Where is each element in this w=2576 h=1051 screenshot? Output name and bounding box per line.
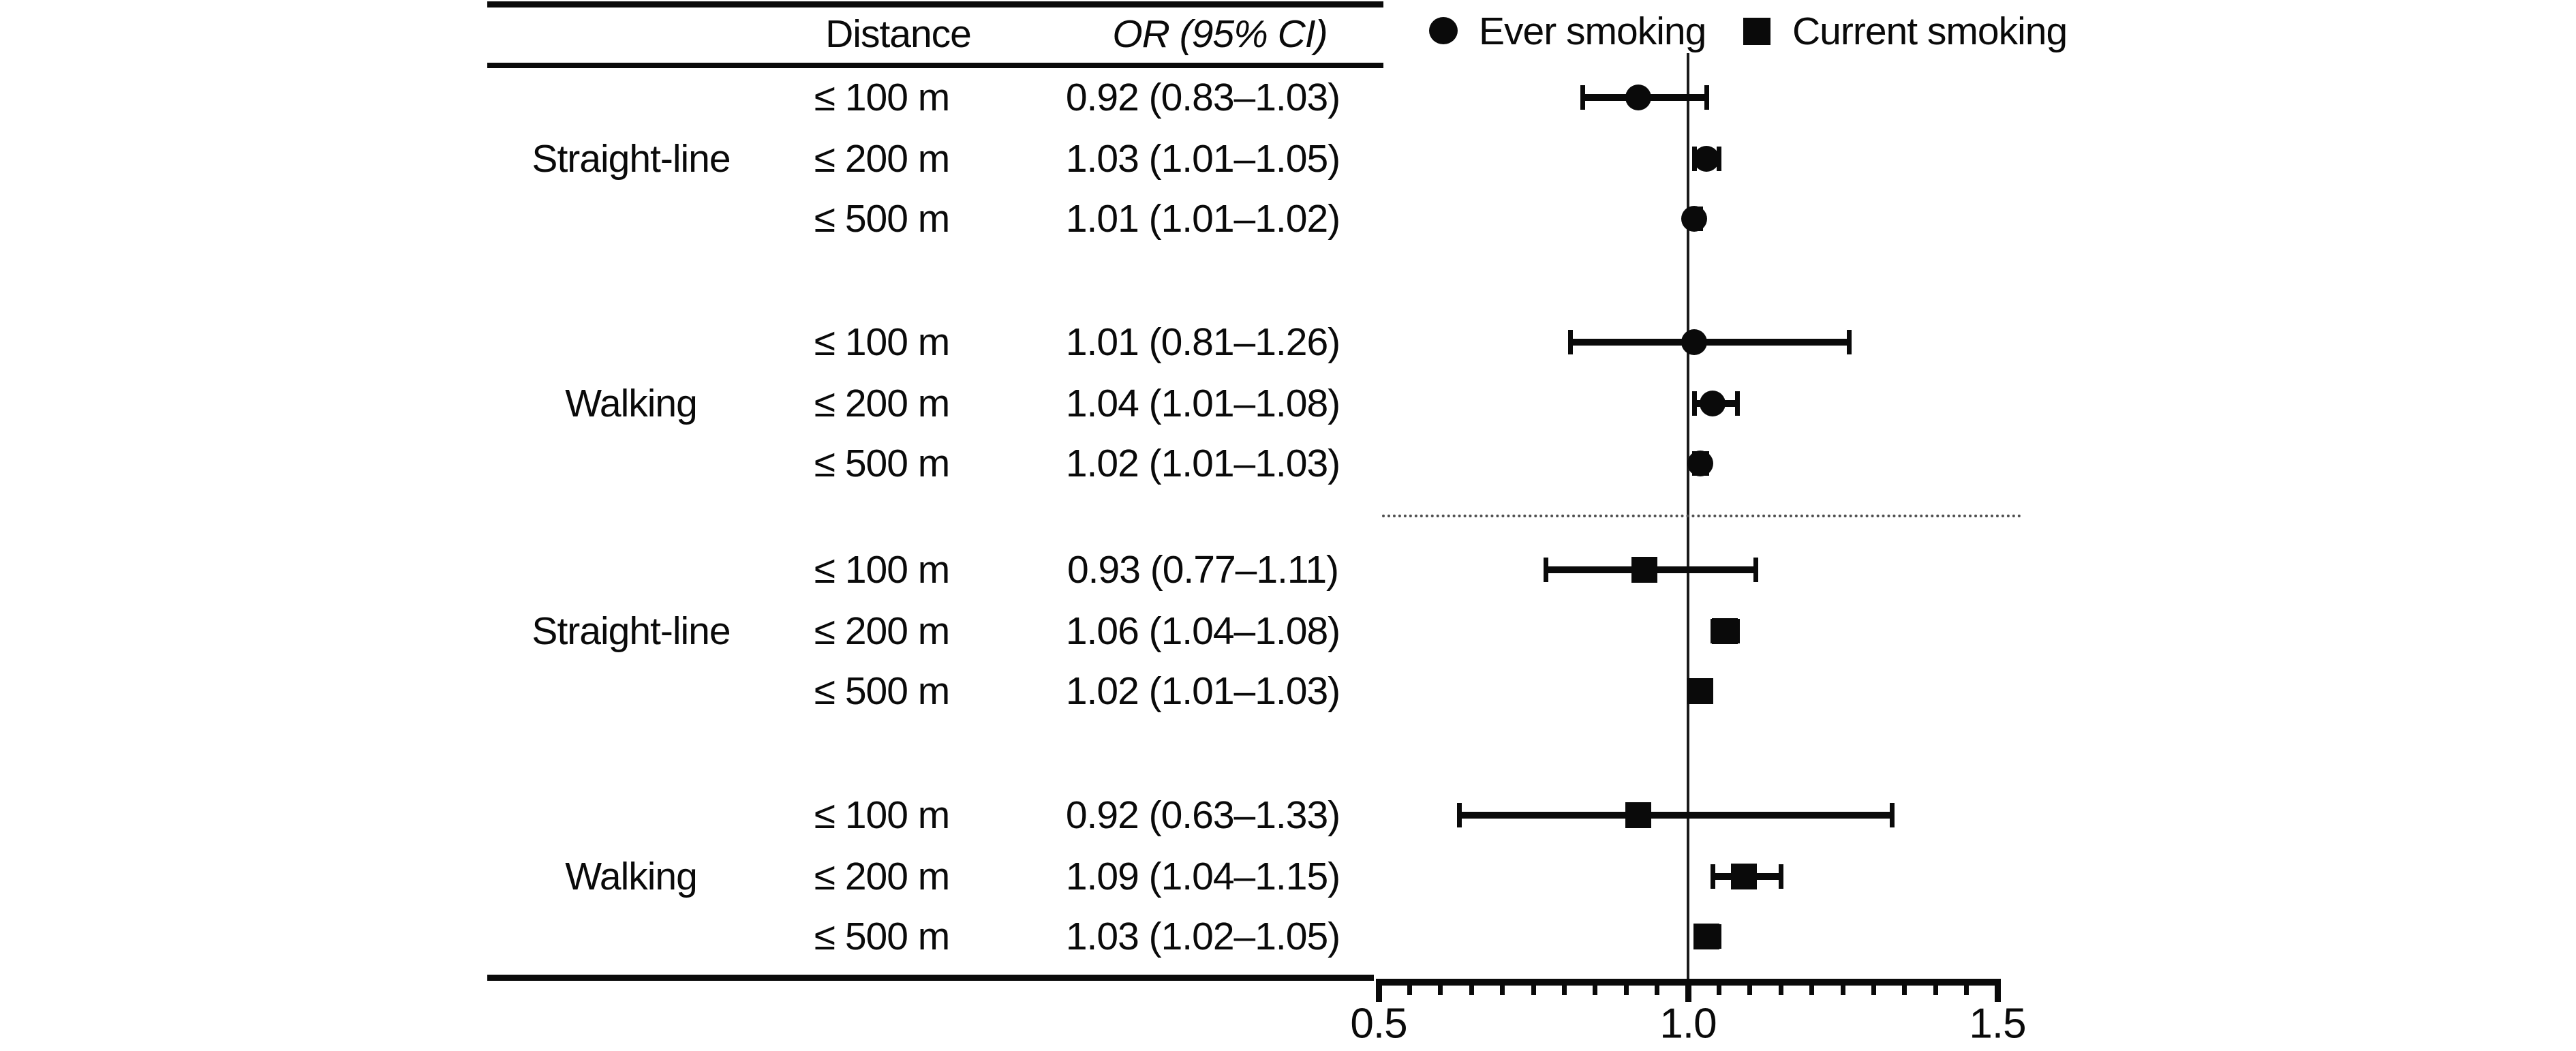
row-or-ci-value: 1.03 (1.02–1.05) <box>1065 915 1340 958</box>
x-axis-major-tick <box>1994 979 2001 1002</box>
column-header-or: OR (95% CI) <box>1112 12 1328 56</box>
section-divider-dotted-line <box>1382 515 2021 517</box>
legend-label-ever-smoking: Ever smoking <box>1479 10 1706 53</box>
point-marker-square <box>1730 864 1757 889</box>
point-marker-circle <box>1625 85 1652 110</box>
x-axis-minor-tick <box>1840 979 1845 995</box>
group-label-straight-line: Straight-line <box>532 137 731 181</box>
ci-cap-high <box>1846 330 1852 354</box>
x-axis-minor-tick <box>1469 979 1474 995</box>
x-axis-minor-tick <box>1561 979 1567 995</box>
x-axis-tick-label: 1.0 <box>1659 1000 1717 1048</box>
x-axis-minor-tick <box>1933 979 1938 995</box>
ci-line <box>1459 812 1892 819</box>
x-axis-minor-tick <box>1809 979 1815 995</box>
x-axis-tick-label: 1.5 <box>1969 1000 2026 1048</box>
row-or-ci-value: 1.06 (1.04–1.08) <box>1065 609 1340 653</box>
group-label-walking: Walking <box>565 382 698 425</box>
x-axis-minor-tick <box>1902 979 1907 995</box>
x-axis-minor-tick <box>1655 979 1660 995</box>
row-or-ci-value: 1.01 (0.81–1.26) <box>1065 320 1340 364</box>
point-marker-square <box>1631 557 1658 583</box>
x-axis-minor-tick <box>1871 979 1876 995</box>
row-or-ci-value: 1.03 (1.01–1.05) <box>1065 137 1340 181</box>
x-axis-major-tick <box>1375 979 1382 1002</box>
row-distance-label: ≤ 500 m <box>814 442 951 485</box>
ci-line <box>1570 339 1850 346</box>
x-axis-minor-tick <box>1778 979 1783 995</box>
row-distance-label: ≤ 200 m <box>814 382 951 425</box>
x-axis-major-tick <box>1685 979 1691 1002</box>
ci-cap-low <box>1710 864 1715 889</box>
ci-cap-low <box>1567 330 1573 354</box>
row-or-ci-value: 1.04 (1.01–1.08) <box>1065 382 1340 425</box>
ci-cap-low <box>1580 85 1586 110</box>
row-distance-label: ≤ 500 m <box>814 915 951 958</box>
ci-cap-low <box>1691 391 1697 416</box>
row-or-ci-value: 0.92 (0.83–1.03) <box>1065 76 1340 119</box>
row-distance-label: ≤ 100 m <box>814 320 951 364</box>
ci-cap-high <box>1704 85 1709 110</box>
point-marker-square <box>1693 924 1720 949</box>
ci-cap-low <box>1456 803 1462 827</box>
table-top-rule <box>487 1 1383 7</box>
row-distance-label: ≤ 500 m <box>814 669 951 713</box>
legend-label-current-smoking: Current smoking <box>1792 10 2068 53</box>
x-axis-minor-tick <box>1593 979 1598 995</box>
x-axis-minor-tick <box>1747 979 1753 995</box>
row-distance-label: ≤ 100 m <box>814 793 951 837</box>
point-marker-circle <box>1681 206 1708 232</box>
x-axis-minor-tick <box>1623 979 1629 995</box>
row-distance-label: ≤ 500 m <box>814 197 951 241</box>
row-distance-label: ≤ 100 m <box>814 76 951 119</box>
ci-cap-high <box>1753 558 1759 582</box>
x-axis-minor-tick <box>1500 979 1505 995</box>
point-marker-circle <box>1693 146 1720 172</box>
column-header-distance: Distance <box>825 12 972 56</box>
point-marker-circle <box>1681 329 1708 355</box>
x-axis-minor-tick <box>1407 979 1412 995</box>
row-distance-label: ≤ 200 m <box>814 137 951 181</box>
row-or-ci-value: 0.93 (0.77–1.11) <box>1067 548 1339 592</box>
x-axis-minor-tick <box>1438 979 1443 995</box>
group-label-walking: Walking <box>565 855 698 898</box>
x-axis-minor-tick <box>1716 979 1721 995</box>
ci-cap-low <box>1543 558 1548 582</box>
ci-cap-high <box>1778 864 1783 889</box>
ci-cap-high <box>1735 391 1741 416</box>
ci-cap-high <box>1890 803 1895 827</box>
ever-smoking-circle-icon <box>1429 17 1458 44</box>
x-axis-minor-tick <box>1964 979 1969 995</box>
row-or-ci-value: 1.01 (1.01–1.02) <box>1065 197 1340 241</box>
row-or-ci-value: 1.09 (1.04–1.15) <box>1065 855 1340 898</box>
current-smoking-square-icon <box>1743 18 1770 45</box>
point-marker-circle <box>1687 451 1714 476</box>
table-header-rule <box>487 63 1383 68</box>
group-label-straight-line: Straight-line <box>532 609 731 653</box>
row-distance-label: ≤ 200 m <box>814 855 951 898</box>
row-distance-label: ≤ 100 m <box>814 548 951 592</box>
row-distance-label: ≤ 200 m <box>814 609 951 653</box>
row-or-ci-value: 1.02 (1.01–1.03) <box>1065 442 1340 485</box>
point-marker-square <box>1687 678 1714 704</box>
x-axis-minor-tick <box>1531 979 1536 995</box>
row-or-ci-value: 1.02 (1.01–1.03) <box>1065 669 1340 713</box>
point-marker-square <box>1625 802 1652 828</box>
row-or-ci-value: 0.92 (0.63–1.33) <box>1065 793 1340 837</box>
table-bottom-rule <box>487 975 1374 981</box>
point-marker-circle <box>1700 391 1726 416</box>
point-marker-square <box>1712 618 1738 644</box>
x-axis-tick-label: 0.5 <box>1350 1000 1407 1048</box>
